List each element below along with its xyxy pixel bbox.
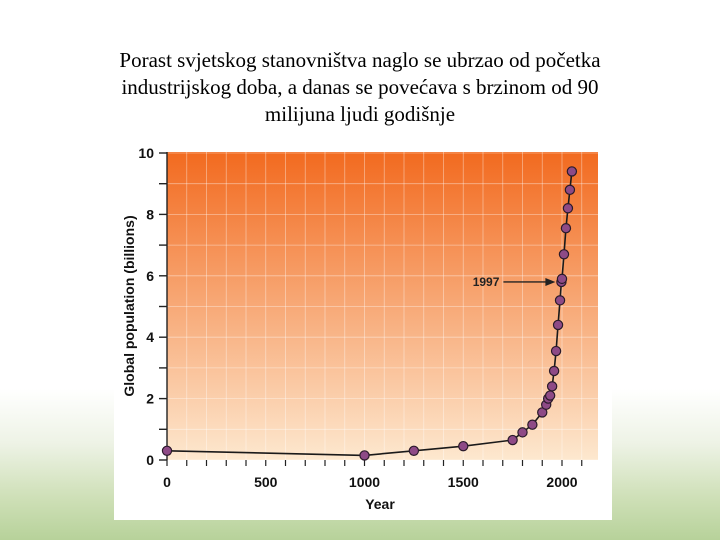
y-tick-label: 8 bbox=[146, 206, 154, 222]
population-chart: 0 2 4 6 8 10 0 500 1000 1500 2000 Year Global popula… bbox=[121, 145, 598, 512]
caption-line-1: Porast svjetskog stanovništva naglo se u… bbox=[119, 48, 601, 72]
caption-line-2: industrijskog doba, a danas se povećava … bbox=[121, 75, 599, 99]
data-point bbox=[408, 445, 420, 456]
x-tick-label: 1000 bbox=[349, 474, 380, 490]
x-tick-label: 2000 bbox=[546, 474, 577, 490]
data-point bbox=[558, 249, 570, 260]
caption-line-3: milijuna ljudi godišnje bbox=[264, 102, 456, 126]
x-tick-label: 500 bbox=[254, 474, 278, 490]
data-point bbox=[552, 319, 564, 331]
data-point bbox=[359, 450, 370, 461]
x-tick-label: 1500 bbox=[448, 474, 479, 490]
data-point bbox=[556, 273, 568, 285]
plot-area bbox=[167, 152, 598, 460]
y-tick-label: 0 bbox=[146, 452, 154, 468]
x-axis-title: Year bbox=[365, 496, 395, 512]
data-point bbox=[550, 345, 562, 357]
y-axis-title: Global population (billions) bbox=[121, 215, 137, 396]
data-point bbox=[554, 295, 566, 306]
y-tick-label: 10 bbox=[138, 145, 154, 161]
data-point bbox=[564, 184, 576, 196]
annotation-arrowhead bbox=[545, 277, 556, 286]
data-point bbox=[458, 440, 469, 452]
data-point bbox=[546, 381, 558, 392]
annotation-label: 1997 bbox=[473, 275, 500, 289]
x-tick-label: 0 bbox=[163, 474, 171, 490]
data-point bbox=[527, 419, 538, 430]
data-point bbox=[548, 365, 560, 377]
data-point bbox=[544, 390, 556, 401]
data-point bbox=[517, 427, 528, 438]
y-tick-label: 6 bbox=[146, 268, 154, 284]
data-point bbox=[161, 445, 173, 456]
y-tick-label: 4 bbox=[146, 329, 154, 345]
data-point bbox=[566, 166, 578, 177]
data-point bbox=[507, 434, 518, 446]
data-point bbox=[562, 203, 574, 214]
population-chart-figure: 0 2 4 6 8 10 0 500 1000 1500 2000 Year Global popula… bbox=[114, 140, 612, 520]
y-tick-label: 2 bbox=[146, 391, 154, 407]
slide-caption: Porast svjetskog stanovništva naglo se u… bbox=[40, 47, 680, 128]
data-point bbox=[560, 223, 572, 234]
